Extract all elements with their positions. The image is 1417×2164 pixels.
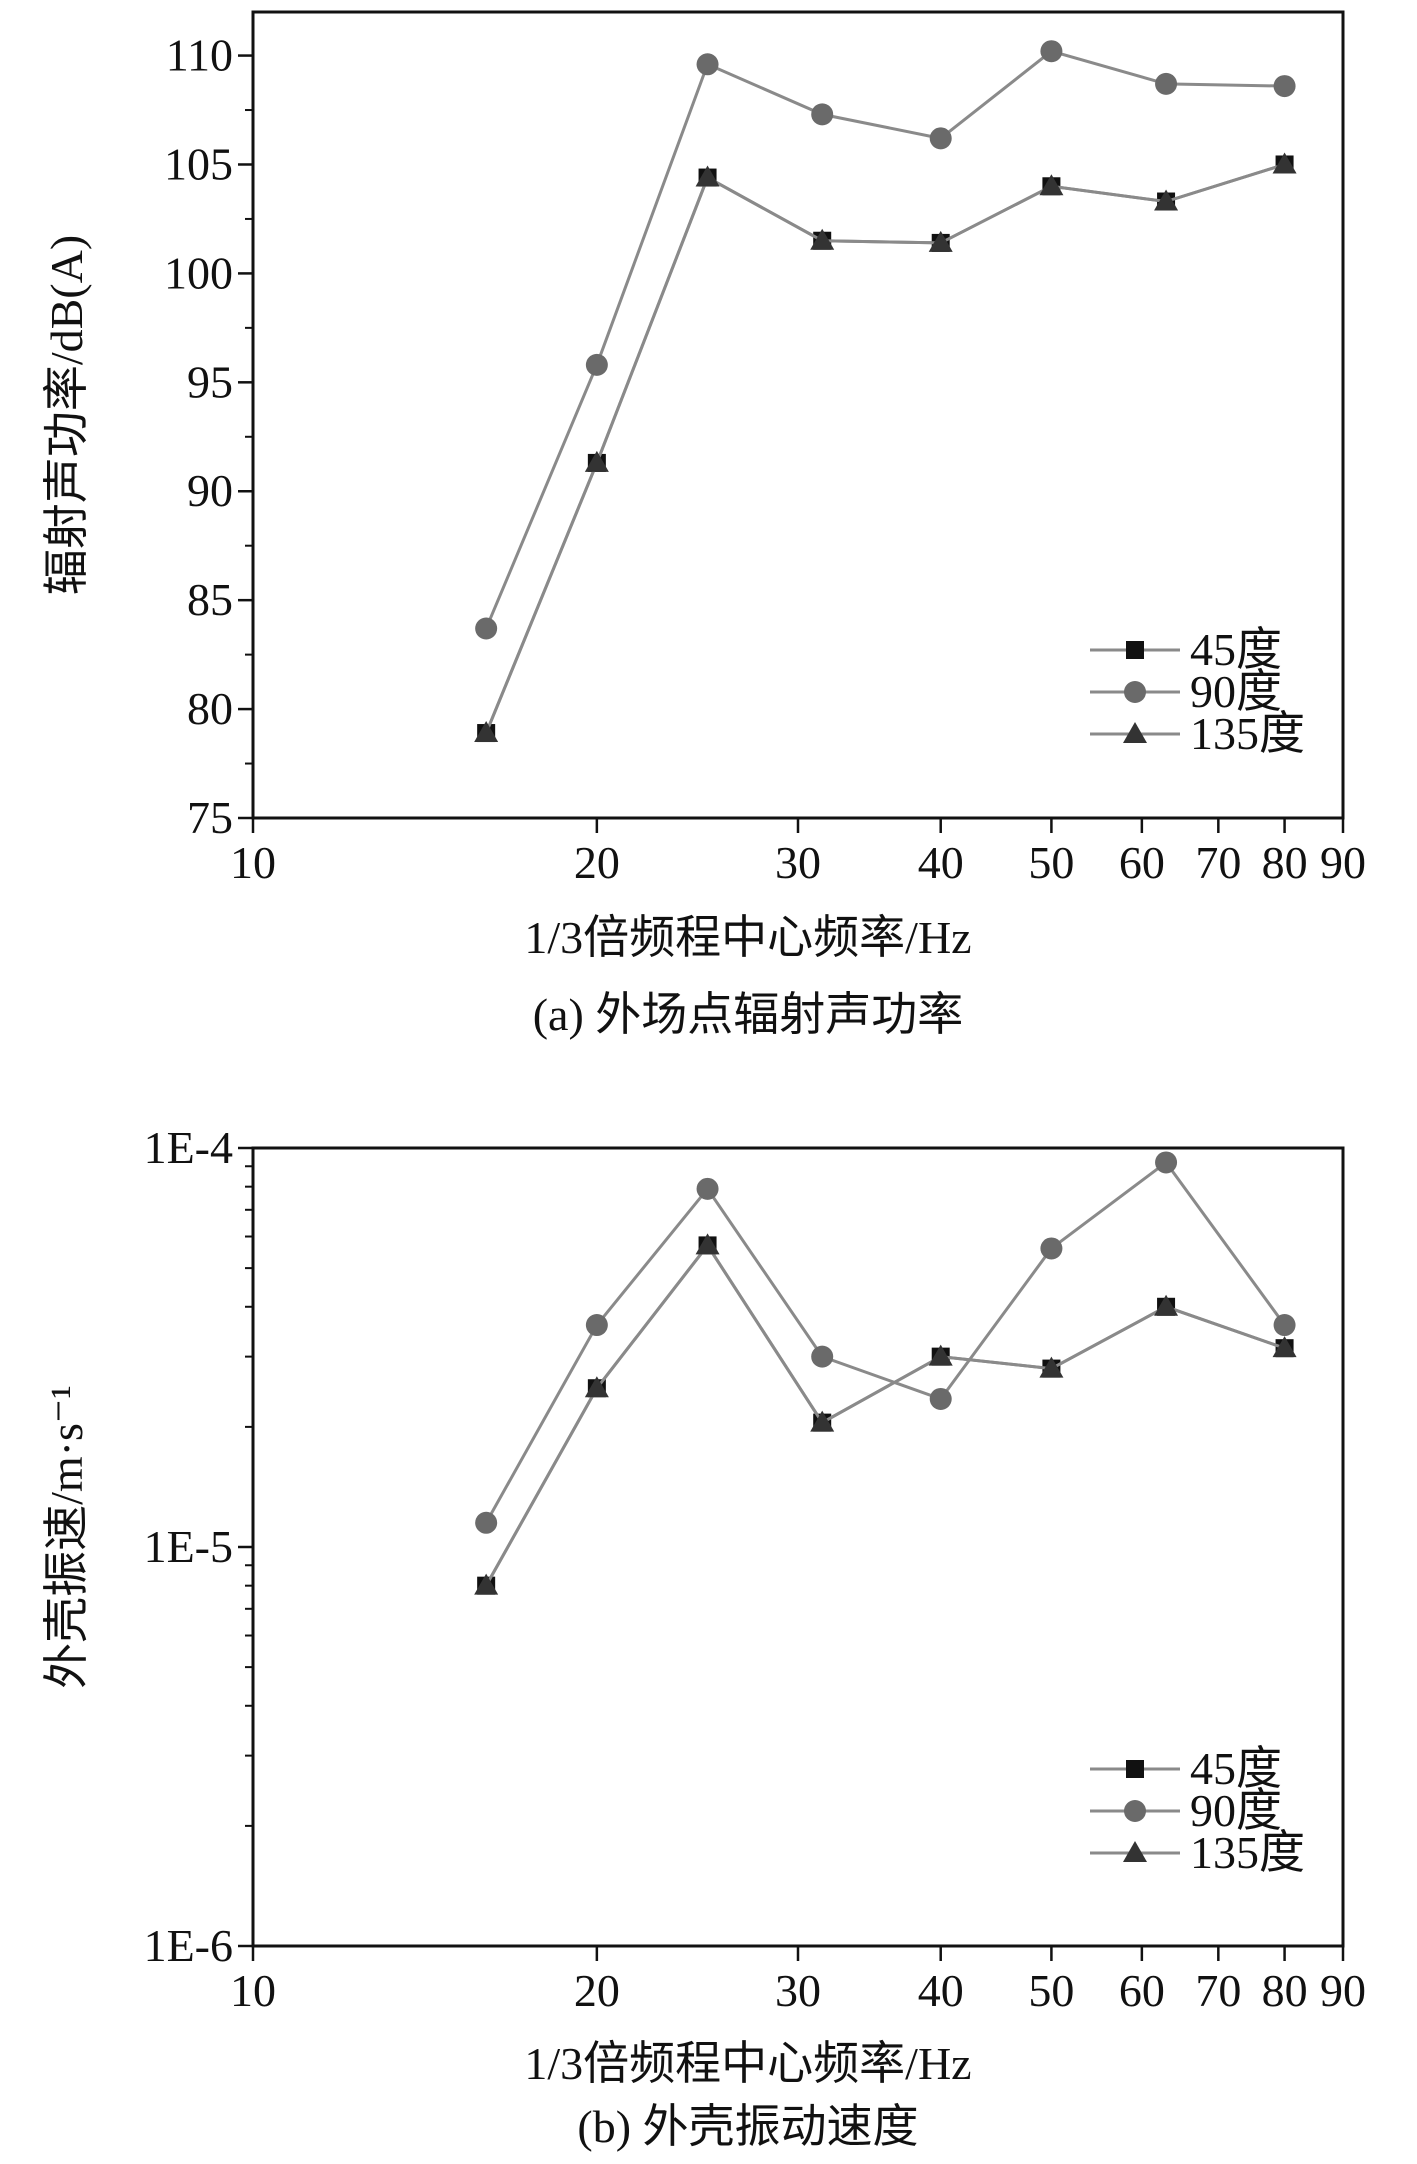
data-point-triangle [474, 721, 499, 743]
data-point-triangle [810, 228, 835, 250]
x-axis-label: 1/3倍频程中心频率/Hz [524, 912, 971, 963]
data-point-circle [1155, 1151, 1178, 1174]
legend-label: 45度 [1190, 624, 1282, 675]
series-line-square [484, 163, 1286, 734]
data-point-triangle [1039, 1356, 1064, 1378]
x-tick-label: 60 [1119, 1965, 1165, 2016]
series-line-triangle [484, 1242, 1286, 1587]
data-point-triangle [928, 230, 953, 252]
x-tick-label: 10 [230, 1965, 276, 2016]
data-point-circle [1155, 72, 1178, 95]
chart-caption: (b) 外壳振动速度 [577, 2101, 918, 2152]
data-point-triangle [1039, 174, 1064, 196]
legend-marker-circle [1124, 681, 1146, 703]
data-point-circle [585, 353, 608, 376]
y-tick-label: 95 [187, 356, 233, 407]
x-tick-label: 50 [1028, 837, 1074, 888]
data-point-circle [696, 53, 719, 76]
y-tick-label: 1E-4 [144, 1122, 233, 1173]
y-tick-label: 100 [164, 247, 233, 298]
series-line-circle [484, 49, 1285, 630]
series-line-triangle [484, 163, 1286, 734]
data-point-circle [929, 127, 952, 150]
legend-marker-square [1126, 1760, 1144, 1778]
x-tick-label: 90 [1320, 837, 1366, 888]
x-tick-label: 10 [230, 837, 276, 888]
plot-frame [251, 10, 1345, 820]
chart-radiated-sound-power: 10 20 30 40 50 60 70 80 90 75 80 85 90 95 100 105 110 1/3… [41, 10, 1366, 1040]
data-point-circle [1273, 1314, 1296, 1337]
data-point-circle [475, 1511, 498, 1534]
y-tick-label: 80 [187, 683, 233, 734]
x-tick-label: 60 [1119, 837, 1165, 888]
data-point-triangle [1272, 1336, 1297, 1358]
legend-marker-square [1126, 641, 1144, 659]
data-point-triangle [695, 1233, 720, 1255]
x-tick-label: 70 [1195, 1965, 1241, 2016]
x-tick-label: 20 [574, 1965, 620, 2016]
y-tick-label: 75 [187, 792, 233, 843]
data-point-triangle [928, 1344, 953, 1366]
data-point-circle [1273, 75, 1296, 98]
data-point-triangle [1154, 189, 1179, 211]
plot-frame [251, 1146, 1345, 1948]
x-tick-label: 40 [918, 837, 964, 888]
data-point-circle [475, 617, 498, 640]
x-tick-label: 70 [1195, 837, 1241, 888]
x-tick-label: 90 [1320, 1965, 1366, 2016]
legend-marker-triangle [1123, 1841, 1147, 1862]
data-point-circle [1040, 40, 1063, 63]
data-point-circle [929, 1387, 952, 1410]
data-point-triangle [584, 1376, 609, 1398]
x-tick-label: 20 [574, 837, 620, 888]
chart-b-svg: 10 20 30 40 50 60 70 80 90 1E-6 1E-5 1E-4 1/3倍频程中心频率… [41, 1122, 1366, 2152]
legend-label: 90度 [1190, 666, 1282, 717]
series-line-circle [484, 1160, 1286, 1524]
data-point-triangle [695, 165, 720, 187]
y-axis-label: 外壳振速/m·s⁻¹ [41, 1385, 92, 1689]
legend-label: 135度 [1190, 1827, 1305, 1878]
data-point-triangle [810, 1410, 835, 1432]
x-axis-label: 1/3倍频程中心频率/Hz [524, 2038, 971, 2089]
data-point-triangle [1272, 152, 1297, 174]
data-point-triangle [474, 1573, 499, 1595]
y-tick-label: 1E-5 [144, 1521, 233, 1572]
data-point-circle [1040, 1237, 1063, 1260]
data-point-triangle [1154, 1294, 1179, 1316]
x-tick-label: 80 [1262, 1965, 1308, 2016]
data-point-circle [811, 103, 834, 126]
chart-shell-vibration-velocity: 10 20 30 40 50 60 70 80 90 1E-6 1E-5 1E-4 1/3倍频程中心频率… [0, 1082, 1417, 2164]
legend-label: 135度 [1190, 708, 1305, 759]
x-tick-label: 80 [1262, 837, 1308, 888]
y-tick-label: 110 [166, 30, 233, 81]
x-tick-label: 30 [775, 1965, 821, 2016]
x-tick-label: 30 [775, 837, 821, 888]
data-point-circle [811, 1345, 834, 1368]
data-point-circle [585, 1314, 608, 1337]
x-tick-label: 40 [918, 1965, 964, 2016]
series-line-square [484, 1242, 1286, 1587]
y-tick-label: 90 [187, 465, 233, 516]
legend-label: 90度 [1190, 1785, 1282, 1836]
data-point-circle [696, 1177, 719, 1200]
legend-label: 45度 [1190, 1743, 1282, 1794]
y-tick-label: 85 [187, 574, 233, 625]
legend-marker-circle [1124, 1800, 1146, 1822]
legend-marker-triangle [1123, 722, 1147, 743]
data-point-triangle [584, 450, 609, 472]
y-tick-label: 1E-6 [144, 1920, 233, 1971]
x-tick-label: 50 [1028, 1965, 1074, 2016]
chart-a-svg: 10 20 30 40 50 60 70 80 9075808590951001051101/3… [41, 10, 1366, 1040]
y-tick-label: 105 [164, 138, 233, 189]
chart-caption: (a) 外场点辐射声功率 [533, 989, 964, 1040]
y-axis-label: 辐射声功率/dB(A) [41, 235, 92, 595]
